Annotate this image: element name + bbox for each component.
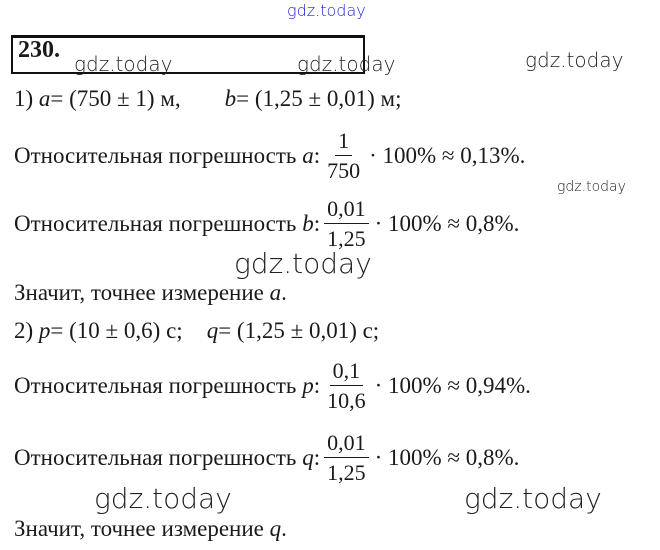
variable-q: q (206, 318, 219, 343)
denominator: 750 (327, 158, 361, 184)
colon: : (313, 142, 321, 168)
label: Относительная погрешность (14, 210, 297, 236)
task-number-frame (11, 35, 365, 74)
label: Относительная погрешность (14, 142, 297, 168)
watermark: gdz.today (94, 482, 232, 515)
colon: : (313, 372, 321, 398)
label: Относительная погрешность (14, 444, 297, 470)
value-a: = (750 ± 1) м, (50, 86, 181, 111)
denominator: 1,25 (327, 460, 366, 486)
colon: : (313, 444, 321, 470)
variable-b: b (224, 86, 237, 111)
error-b-line: Относительная погрешность b: 0,01 1,25 · … (14, 196, 519, 252)
watermark: gdz.today (557, 179, 626, 195)
variable: q (302, 444, 314, 470)
denominator: 10,6 (327, 388, 366, 414)
fraction: 0,01 1,25 (324, 430, 369, 486)
variable-a: a (38, 86, 51, 111)
given-line-1: 1) a = (750 ± 1) м, b = (1,25 ± 0,01) м; (14, 86, 402, 112)
value-b: = (1,25 ± 0,01) м; (236, 86, 402, 111)
numerator: 0,1 (329, 358, 364, 387)
watermark: gdz.today (287, 1, 366, 20)
error-a-line: Относительная погрешность a: 1 750 · 100%… (14, 128, 525, 184)
fraction: 0,1 10,6 (324, 358, 369, 414)
given-line-2: 2) p = (10 ± 0,6) с; q = (1,25 ± 0,01) с… (14, 318, 379, 344)
conclusion-1: Значит, точнее измерение a. (14, 280, 287, 306)
variable: p (302, 372, 314, 398)
item-number: 1) (14, 86, 34, 111)
variable: a (269, 280, 282, 305)
watermark: gdz.today (74, 52, 173, 76)
numerator: 0,01 (324, 430, 369, 459)
denominator: 1,25 (327, 226, 366, 252)
conclusion-text: Значит, точнее измерение (14, 516, 264, 541)
fraction: 0,01 1,25 (324, 196, 369, 252)
numerator: 1 (335, 128, 353, 157)
variable: b (302, 210, 314, 236)
value-q: = (1,25 ± 0,01) с; (218, 318, 380, 343)
conclusion-2: Значит, точнее измерение q. (14, 516, 287, 542)
error-p-line: Относительная погрешность p: 0,1 10,6 · 1… (14, 358, 531, 414)
error-q-line: Относительная погрешность q: 0,01 1,25 · … (14, 430, 519, 486)
watermark: gdz.today (525, 48, 624, 72)
label: Относительная погрешность (14, 372, 297, 398)
result: · 100% ≈ 0,8%. (374, 210, 520, 236)
value-p: = (10 ± 0,6) с; (50, 318, 183, 343)
variable: a (302, 142, 314, 168)
result: · 100% ≈ 0,8%. (374, 444, 520, 470)
watermark: gdz.today (234, 247, 372, 280)
period: . (281, 280, 287, 305)
variable: q (269, 516, 282, 541)
result: · 100% ≈ 0,94%. (374, 372, 531, 398)
variable-p: p (38, 318, 51, 343)
period: . (281, 516, 287, 541)
fraction: 1 750 (324, 128, 363, 184)
conclusion-text: Значит, точнее измерение (14, 280, 264, 305)
watermark: gdz.today (297, 52, 396, 76)
watermark: gdz.today (464, 482, 602, 515)
result: · 100% ≈ 0,13%. (369, 142, 526, 168)
item-number: 2) (14, 318, 34, 343)
numerator: 0,01 (324, 196, 369, 225)
colon: : (313, 210, 321, 236)
task-number: 230. (18, 37, 60, 63)
